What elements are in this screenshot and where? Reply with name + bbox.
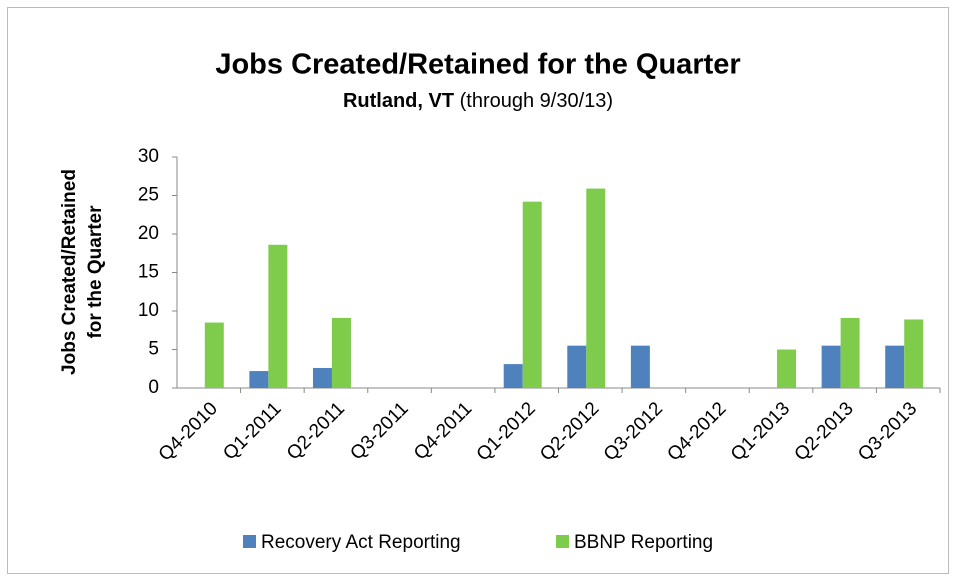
legend-label: BBNP Reporting	[574, 532, 713, 553]
bar	[204, 322, 224, 388]
y-tick-label: 30	[138, 146, 159, 167]
bar	[904, 319, 924, 388]
bar	[503, 364, 523, 388]
bar	[840, 317, 860, 388]
y-tick-label: 0	[148, 377, 159, 398]
y-tick-label: 15	[138, 262, 159, 283]
legend-swatch	[556, 535, 569, 548]
y-axis-title: Jobs Created/Retained for the Quarter	[59, 169, 106, 375]
bar	[821, 345, 841, 388]
bar	[249, 371, 269, 388]
y-tick-label: 10	[138, 300, 159, 321]
chart-frame	[7, 7, 949, 574]
bar	[777, 349, 797, 388]
y-axis-title-line: for the Quarter	[85, 205, 106, 339]
y-tick-label: 25	[138, 185, 159, 206]
y-tick-label: 20	[138, 223, 159, 244]
bar	[885, 345, 905, 388]
y-tick-label: 5	[148, 339, 159, 360]
bar	[586, 188, 606, 388]
chart-subtitle: Rutland, VT (through 9/30/13)	[343, 90, 613, 112]
y-axis-title-line: Jobs Created/Retained	[59, 169, 80, 375]
chart-title: Jobs Created/Retained for the Quarter	[215, 49, 740, 81]
bar	[522, 201, 542, 388]
legend-label: Recovery Act Reporting	[261, 532, 461, 553]
bar	[268, 244, 288, 388]
subtitle-place: Rutland, VT	[343, 90, 454, 112]
bar	[567, 345, 587, 388]
bar	[312, 367, 332, 388]
legend-swatch	[243, 535, 256, 548]
subtitle-period: (through 9/30/13)	[460, 90, 613, 112]
bar	[630, 345, 650, 388]
bar	[331, 317, 351, 388]
